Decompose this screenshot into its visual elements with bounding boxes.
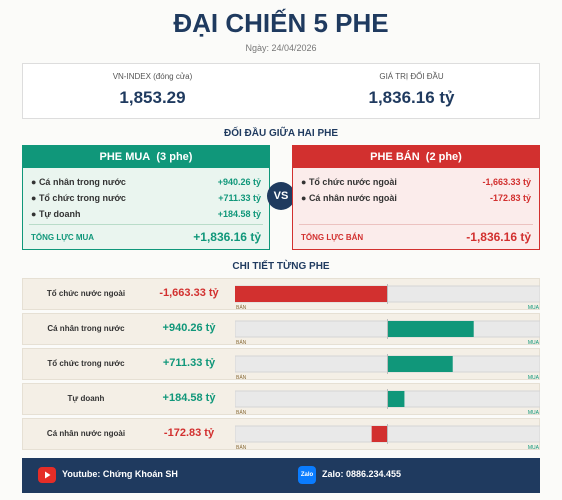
axis-label: MUA — [528, 375, 540, 381]
item-value: -172.83 tỷ — [489, 193, 531, 203]
stats-box: VN-INDEX (đóng cửa) 1,853.29 GIÁ TRỊ ĐỐI… — [22, 63, 540, 119]
row-name: Cá nhân trong nước — [47, 324, 125, 333]
axis-label: BÁN — [236, 339, 247, 346]
row-name: Tổ chức nước ngoài — [46, 289, 126, 298]
side-item: ● Tổ chức trong nước +711.33 tỷ — [31, 193, 261, 203]
sell-header: PHE BÁN (2 phe) — [293, 146, 539, 168]
detail-row: Tự doanh +184.58 tỷ BÁN MUA — [22, 383, 540, 416]
buy-panel: PHE MUA (3 phe) ● Cá nhân trong nước +940… — [22, 145, 270, 250]
item-value: +711.33 tỷ — [218, 193, 261, 203]
bar — [387, 356, 453, 372]
item-name: ● Cá nhân nước ngoài — [301, 193, 397, 203]
row-value: -1,663.33 tỷ — [159, 287, 219, 299]
axis-label: MUA — [528, 305, 540, 311]
item-name-text: Cá nhân trong nước — [38, 177, 126, 187]
item-name-text: Cá nhân nước ngoài — [308, 193, 397, 203]
bar-track: BÁN MUA — [235, 389, 540, 416]
bar — [235, 286, 388, 302]
youtube-text: Youtube: Chứng Khoán SH — [62, 469, 178, 479]
row-name: Cá nhân nước ngoài — [46, 429, 126, 438]
axis-label: BÁN — [236, 409, 247, 416]
item-name-text: Tự doanh — [38, 209, 81, 219]
axis-label: BÁN — [236, 374, 247, 381]
vs-badge: VS — [267, 182, 295, 210]
axis-label: BÁN — [236, 444, 247, 451]
footer: Youtube: Chứng Khoán SH Zalo Zalo: 0886.… — [22, 458, 540, 493]
stat-value: 1,836.16 tỷ — [368, 88, 455, 107]
item-name-text: Tổ chức trong nước — [38, 193, 126, 203]
total-value: +1,836.16 tỷ — [193, 230, 261, 244]
section-title: CHI TIẾT TỪNG PHE — [232, 261, 330, 272]
detail-row: Tổ chức trong nước +711.33 tỷ BÁN MUA — [22, 348, 540, 381]
item-name: ● Cá nhân trong nước — [31, 177, 126, 187]
axis-label: MUA — [528, 445, 540, 451]
total-label: TỔNG LỰC MUA — [31, 233, 95, 242]
item-name: ● Tổ chức nước ngoài — [301, 177, 397, 187]
row-name: Tự doanh — [67, 394, 105, 403]
detail-row: Cá nhân trong nước +940.26 tỷ BÁN MUA — [22, 313, 540, 346]
item-name-text: Tổ chức nước ngoài — [308, 177, 397, 187]
row-value: +184.58 tỷ — [162, 392, 216, 404]
detail-row: Cá nhân nước ngoài -172.83 tỷ BÁN MUA — [22, 418, 540, 451]
side-item: ● Tự doanh +184.58 tỷ — [31, 209, 261, 219]
total-label: TỔNG LỰC BÁN — [301, 233, 364, 242]
bar — [387, 321, 474, 337]
item-name: ● Tự doanh — [31, 209, 81, 219]
side-item: ● Cá nhân trong nước +940.26 tỷ — [31, 177, 261, 187]
stat-value: 1,853.29 — [119, 88, 186, 107]
stat-label: GIÁ TRỊ ĐỐI ĐẦU — [379, 72, 444, 81]
bar-track: BÁN MUA — [235, 284, 540, 311]
bar-track: BÁN MUA — [235, 354, 540, 381]
side-item: ● Tổ chức nước ngoài -1,663.33 tỷ — [301, 177, 531, 187]
item-value: -1,663.33 tỷ — [482, 177, 531, 187]
zalo-text: Zalo: 0886.234.455 — [322, 469, 402, 479]
sell-name: PHE BÁN — [370, 151, 420, 163]
item-value: +184.58 tỷ — [217, 209, 261, 219]
bar-track: BÁN MUA — [235, 319, 540, 346]
total-value: -1,836.16 tỷ — [466, 230, 531, 244]
divider — [29, 224, 263, 225]
row-value: -172.83 tỷ — [163, 427, 215, 439]
side-item: ● Cá nhân nước ngoài -172.83 tỷ — [301, 193, 531, 203]
buy-name: PHE MUA — [99, 151, 151, 163]
row-value: +940.26 tỷ — [162, 322, 216, 334]
detail-row: Tổ chức nước ngoài -1,663.33 tỷ BÁN MUA — [22, 278, 540, 311]
axis-label: MUA — [528, 410, 540, 416]
title: ĐẠI CHIẾN 5 PHE — [173, 8, 389, 38]
buy-count: (3 phe) — [156, 151, 193, 163]
bar — [371, 426, 388, 442]
bar — [387, 391, 405, 407]
axis-label: MUA — [528, 340, 540, 346]
row-name: Tổ chức trong nước — [47, 359, 125, 368]
zalo-icon: Zalo — [298, 466, 316, 484]
sell-panel: PHE BÁN (2 phe) ● Tổ chức nước ngoài -1,6… — [292, 145, 540, 250]
youtube-icon — [38, 467, 56, 483]
row-value: +711.33 tỷ — [162, 357, 216, 369]
item-name: ● Tổ chức trong nước — [31, 193, 126, 203]
buy-header: PHE MUA (3 phe) — [23, 146, 269, 168]
section-title: ĐỐI ĐẦU GIỮA HAI PHE — [223, 128, 339, 139]
bar-track: BÁN MUA — [235, 424, 540, 451]
axis-label: BÁN — [236, 304, 247, 311]
sell-count: (2 phe) — [425, 151, 462, 163]
date: Ngày: 24/04/2026 — [245, 43, 317, 53]
divider — [299, 224, 533, 225]
stat-label: VN-INDEX (đóng cửa) — [112, 72, 193, 81]
item-value: +940.26 tỷ — [217, 177, 261, 187]
